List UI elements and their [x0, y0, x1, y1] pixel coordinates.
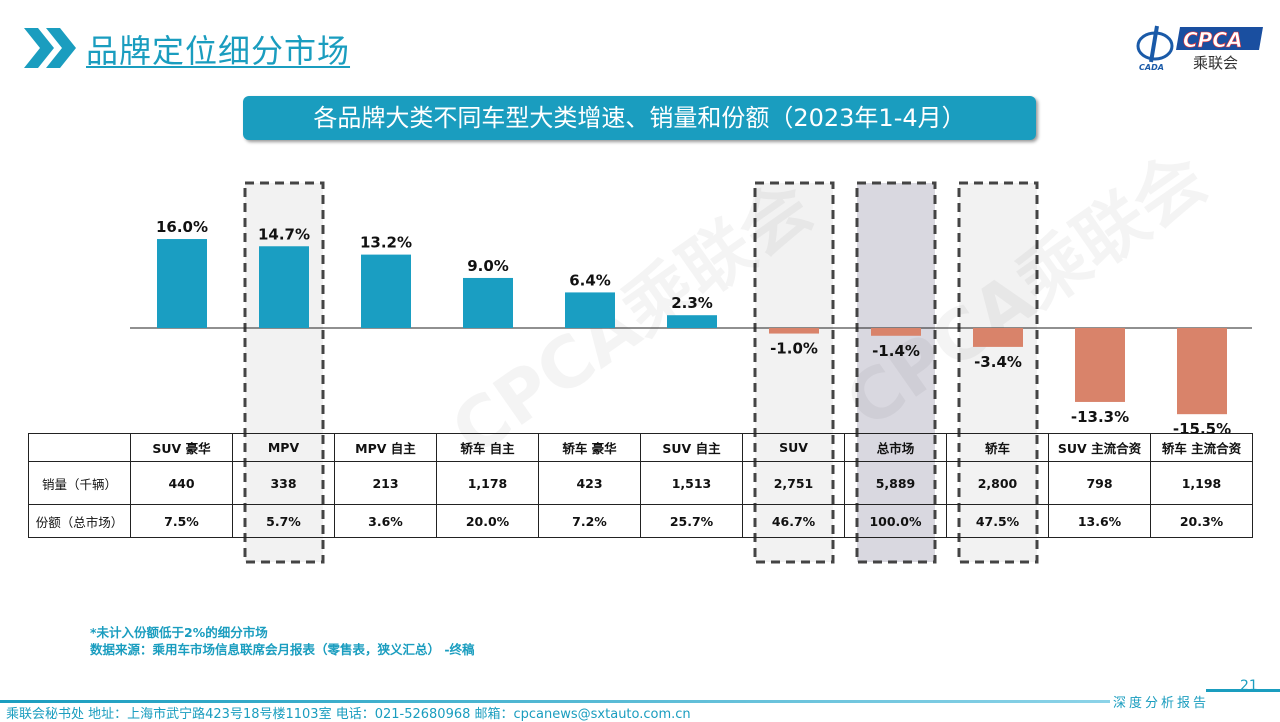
bar: [361, 254, 411, 328]
table-cell: 20.0%: [436, 504, 539, 538]
data-label: -3.4%: [974, 353, 1022, 371]
table-cell: 20.3%: [1150, 504, 1253, 538]
data-label: 16.0%: [156, 218, 208, 236]
column-header: 轿车 主流合资: [1150, 433, 1253, 462]
cpca-logo: CADA CPCA 乘联会: [1136, 25, 1263, 72]
report-tag: 深度分析报告: [1113, 696, 1210, 711]
column-header: MPV 自主: [334, 433, 437, 462]
footer-contact: 乘联会秘书处 地址：上海市武宁路423号18号楼1103室 电话：021-526…: [6, 707, 691, 722]
bar: [157, 239, 207, 328]
data-label: 6.4%: [569, 271, 611, 289]
table-cell: 47.5%: [946, 504, 1049, 538]
table-cell: 2,751: [742, 461, 845, 505]
column-header: SUV 主流合资: [1048, 433, 1151, 462]
data-label: -1.4%: [872, 342, 920, 360]
bar: [667, 315, 717, 328]
bar: [769, 328, 819, 334]
table-cell: 440: [130, 461, 233, 505]
notes: *未计入份额低于2%的细分市场 数据来源：乘用车市场信息联席会月报表（零售表，狭…: [90, 624, 475, 658]
table-cell: 213: [334, 461, 437, 505]
data-label: 13.2%: [360, 234, 412, 252]
table-cell: 798: [1048, 461, 1151, 505]
column-header: SUV: [742, 433, 845, 462]
footnote: *未计入份额低于2%的细分市场: [90, 625, 268, 640]
column-header: SUV 豪华: [130, 433, 233, 462]
table-cell: 13.6%: [1048, 504, 1151, 538]
table-cell: 1,513: [640, 461, 743, 505]
bar: [259, 246, 309, 328]
table-cell: 3.6%: [334, 504, 437, 538]
table-cell: 2,800: [946, 461, 1049, 505]
svg-text:乘联会: 乘联会: [1193, 54, 1238, 72]
bar: [463, 277, 513, 328]
footer-line: [1206, 689, 1280, 692]
footer-line: [0, 700, 1110, 703]
data-table: SUV 豪华 MPV MPV 自主 轿车 自主 轿车 豪华 SUV 自主 SUV 总市场 轿车 S…: [28, 433, 1253, 538]
table-cell: 25.7%: [640, 504, 743, 538]
chevrons-icon: [24, 28, 76, 68]
table-cell: 1,178: [436, 461, 539, 505]
column-header: 轿车: [946, 433, 1049, 462]
bar: [1075, 328, 1125, 402]
svg-text:CADA: CADA: [1139, 63, 1164, 72]
table-cell: 100.0%: [844, 504, 947, 538]
data-label: 2.3%: [671, 294, 713, 312]
table-corner: [28, 433, 131, 462]
bar: [973, 328, 1023, 347]
table-cell: 5.7%: [232, 504, 335, 538]
data-label: -1.0%: [770, 340, 818, 358]
column-header: 总市场: [844, 433, 947, 462]
table-cell: 7.2%: [538, 504, 641, 538]
page-title: 品牌定位细分市场: [86, 32, 351, 70]
bar: [871, 328, 921, 336]
column-header: MPV: [232, 433, 335, 462]
table-cell: 46.7%: [742, 504, 845, 538]
column-header: SUV 自主: [640, 433, 743, 462]
table-cell: 1,198: [1150, 461, 1253, 505]
bar: [1177, 328, 1227, 415]
table-cell: 5,889: [844, 461, 947, 505]
data-source: 数据来源：乘用车市场信息联席会月报表（零售表，狭义汇总） -终稿: [90, 642, 475, 657]
column-header: 轿车 豪华: [538, 433, 641, 462]
table-cell: 423: [538, 461, 641, 505]
table-cell: 7.5%: [130, 504, 233, 538]
column-header: 轿车 自主: [436, 433, 539, 462]
chart-banner-title: 各品牌大类不同车型大类增速、销量和份额（2023年1-4月）: [243, 96, 1036, 140]
table-cell: 338: [232, 461, 335, 505]
svg-text:CPCA: CPCA: [1183, 28, 1243, 52]
data-label: 9.0%: [467, 257, 509, 275]
data-label: 14.7%: [258, 225, 310, 243]
bar: [565, 292, 615, 328]
row-label: 销量（千辆）: [28, 461, 131, 505]
row-label: 份额（总市场）: [28, 504, 131, 538]
data-label: -13.3%: [1071, 408, 1129, 426]
